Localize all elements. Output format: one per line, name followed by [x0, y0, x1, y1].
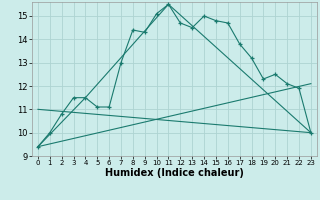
X-axis label: Humidex (Indice chaleur): Humidex (Indice chaleur) — [105, 168, 244, 178]
